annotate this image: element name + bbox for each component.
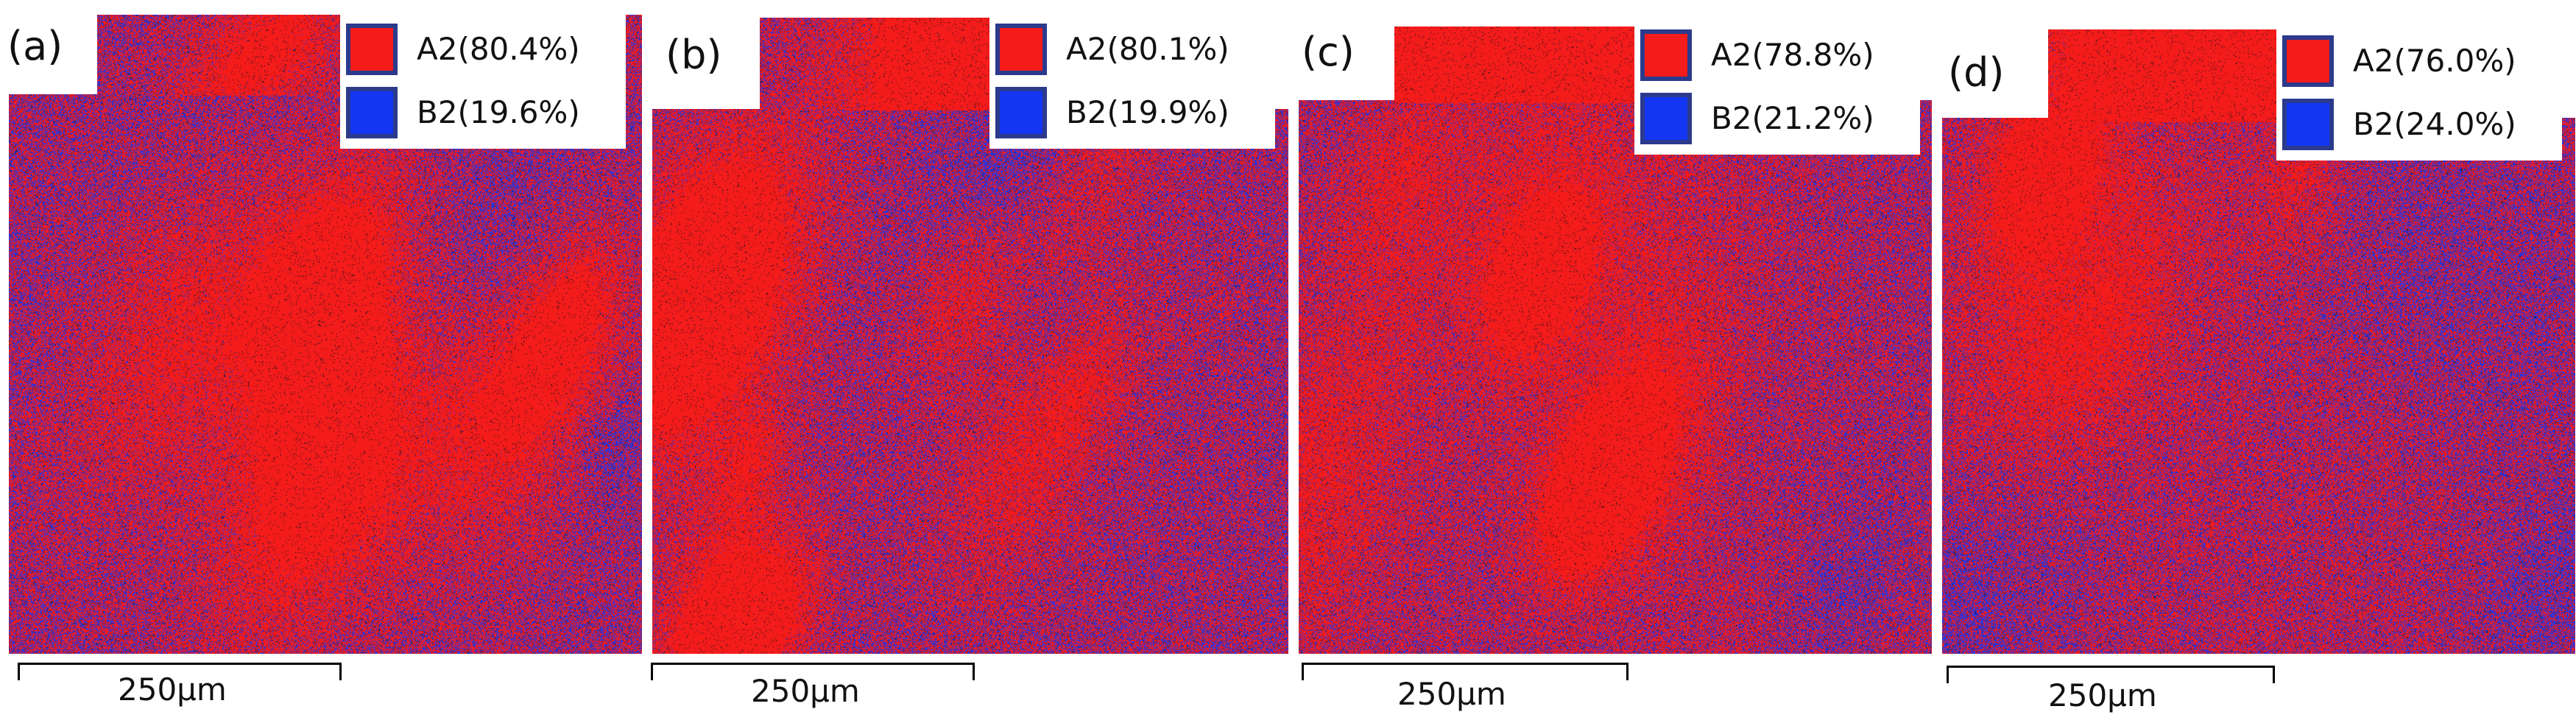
panel-a: (a) A2(80.4%) B2(19.6%) 250μm	[0, 0, 642, 723]
panel-label-b: (b)	[666, 32, 722, 78]
b2-legend-text: B2(21.2%)	[1711, 100, 1874, 136]
legend-row-a2: A2(80.4%)	[346, 21, 620, 78]
scale-label-a: 250μm	[118, 671, 227, 708]
b2-swatch	[346, 87, 398, 138]
panel-label-a: (a)	[7, 23, 63, 69]
legend-row-b2: B2(24.0%)	[2282, 96, 2556, 153]
a2-swatch	[346, 24, 398, 75]
scale-bar-a	[18, 663, 342, 680]
b2-swatch	[1640, 93, 1692, 144]
scale-label-c: 250μm	[1397, 676, 1506, 712]
b2-legend-text: B2(19.6%)	[417, 94, 580, 130]
legend-row-a2: A2(80.1%)	[995, 21, 1269, 78]
phase-map-c	[1299, 100, 1932, 654]
scale-bar-b	[651, 663, 975, 680]
legend-row-b2: B2(19.9%)	[995, 84, 1269, 141]
a2-legend-text: A2(80.4%)	[417, 31, 580, 67]
b2-legend-text: B2(19.9%)	[1066, 94, 1229, 130]
legend-row-a2: A2(78.8%)	[1640, 27, 1914, 84]
b2-swatch	[995, 87, 1047, 138]
phase-map-a	[9, 94, 642, 654]
scale-bar-d	[1947, 666, 2275, 683]
b2-legend-text: B2(24.0%)	[2353, 106, 2516, 142]
a2-swatch	[995, 24, 1047, 75]
a2-legend-text: A2(76.0%)	[2353, 43, 2516, 79]
panel-c: (c) A2(78.8%) B2(21.2%) 250μm	[1294, 0, 1935, 723]
b2-swatch	[2282, 99, 2334, 150]
a2-legend-text: A2(78.8%)	[1711, 37, 1874, 73]
a2-swatch	[1640, 29, 1692, 81]
phase-map-d	[1942, 118, 2575, 654]
scale-label-d: 250μm	[2048, 677, 2157, 713]
scale-label-b: 250μm	[751, 673, 860, 709]
panel-label-c: (c)	[1302, 29, 1355, 75]
phase-map-b	[652, 109, 1288, 654]
scale-bar-c	[1302, 663, 1628, 680]
panel-b: (b) A2(80.1%) B2(19.9%) 250μm	[648, 0, 1288, 723]
legend-row-b2: B2(21.2%)	[1640, 90, 1914, 147]
panel-label-d: (d)	[1948, 49, 2005, 96]
panel-d: (d) A2(76.0%) B2(24.0%) 250μm	[1938, 0, 2576, 723]
legend-a: A2(80.4%) B2(19.6%)	[340, 15, 626, 149]
legend-c: A2(78.8%) B2(21.2%)	[1634, 21, 1920, 155]
legend-row-a2: A2(76.0%)	[2282, 32, 2556, 90]
legend-row-b2: B2(19.6%)	[346, 84, 620, 141]
a2-swatch	[2282, 35, 2334, 87]
legend-b: A2(80.1%) B2(19.9%)	[989, 15, 1275, 149]
a2-legend-text: A2(80.1%)	[1066, 31, 1229, 67]
legend-d: A2(76.0%) B2(24.0%)	[2276, 27, 2562, 161]
